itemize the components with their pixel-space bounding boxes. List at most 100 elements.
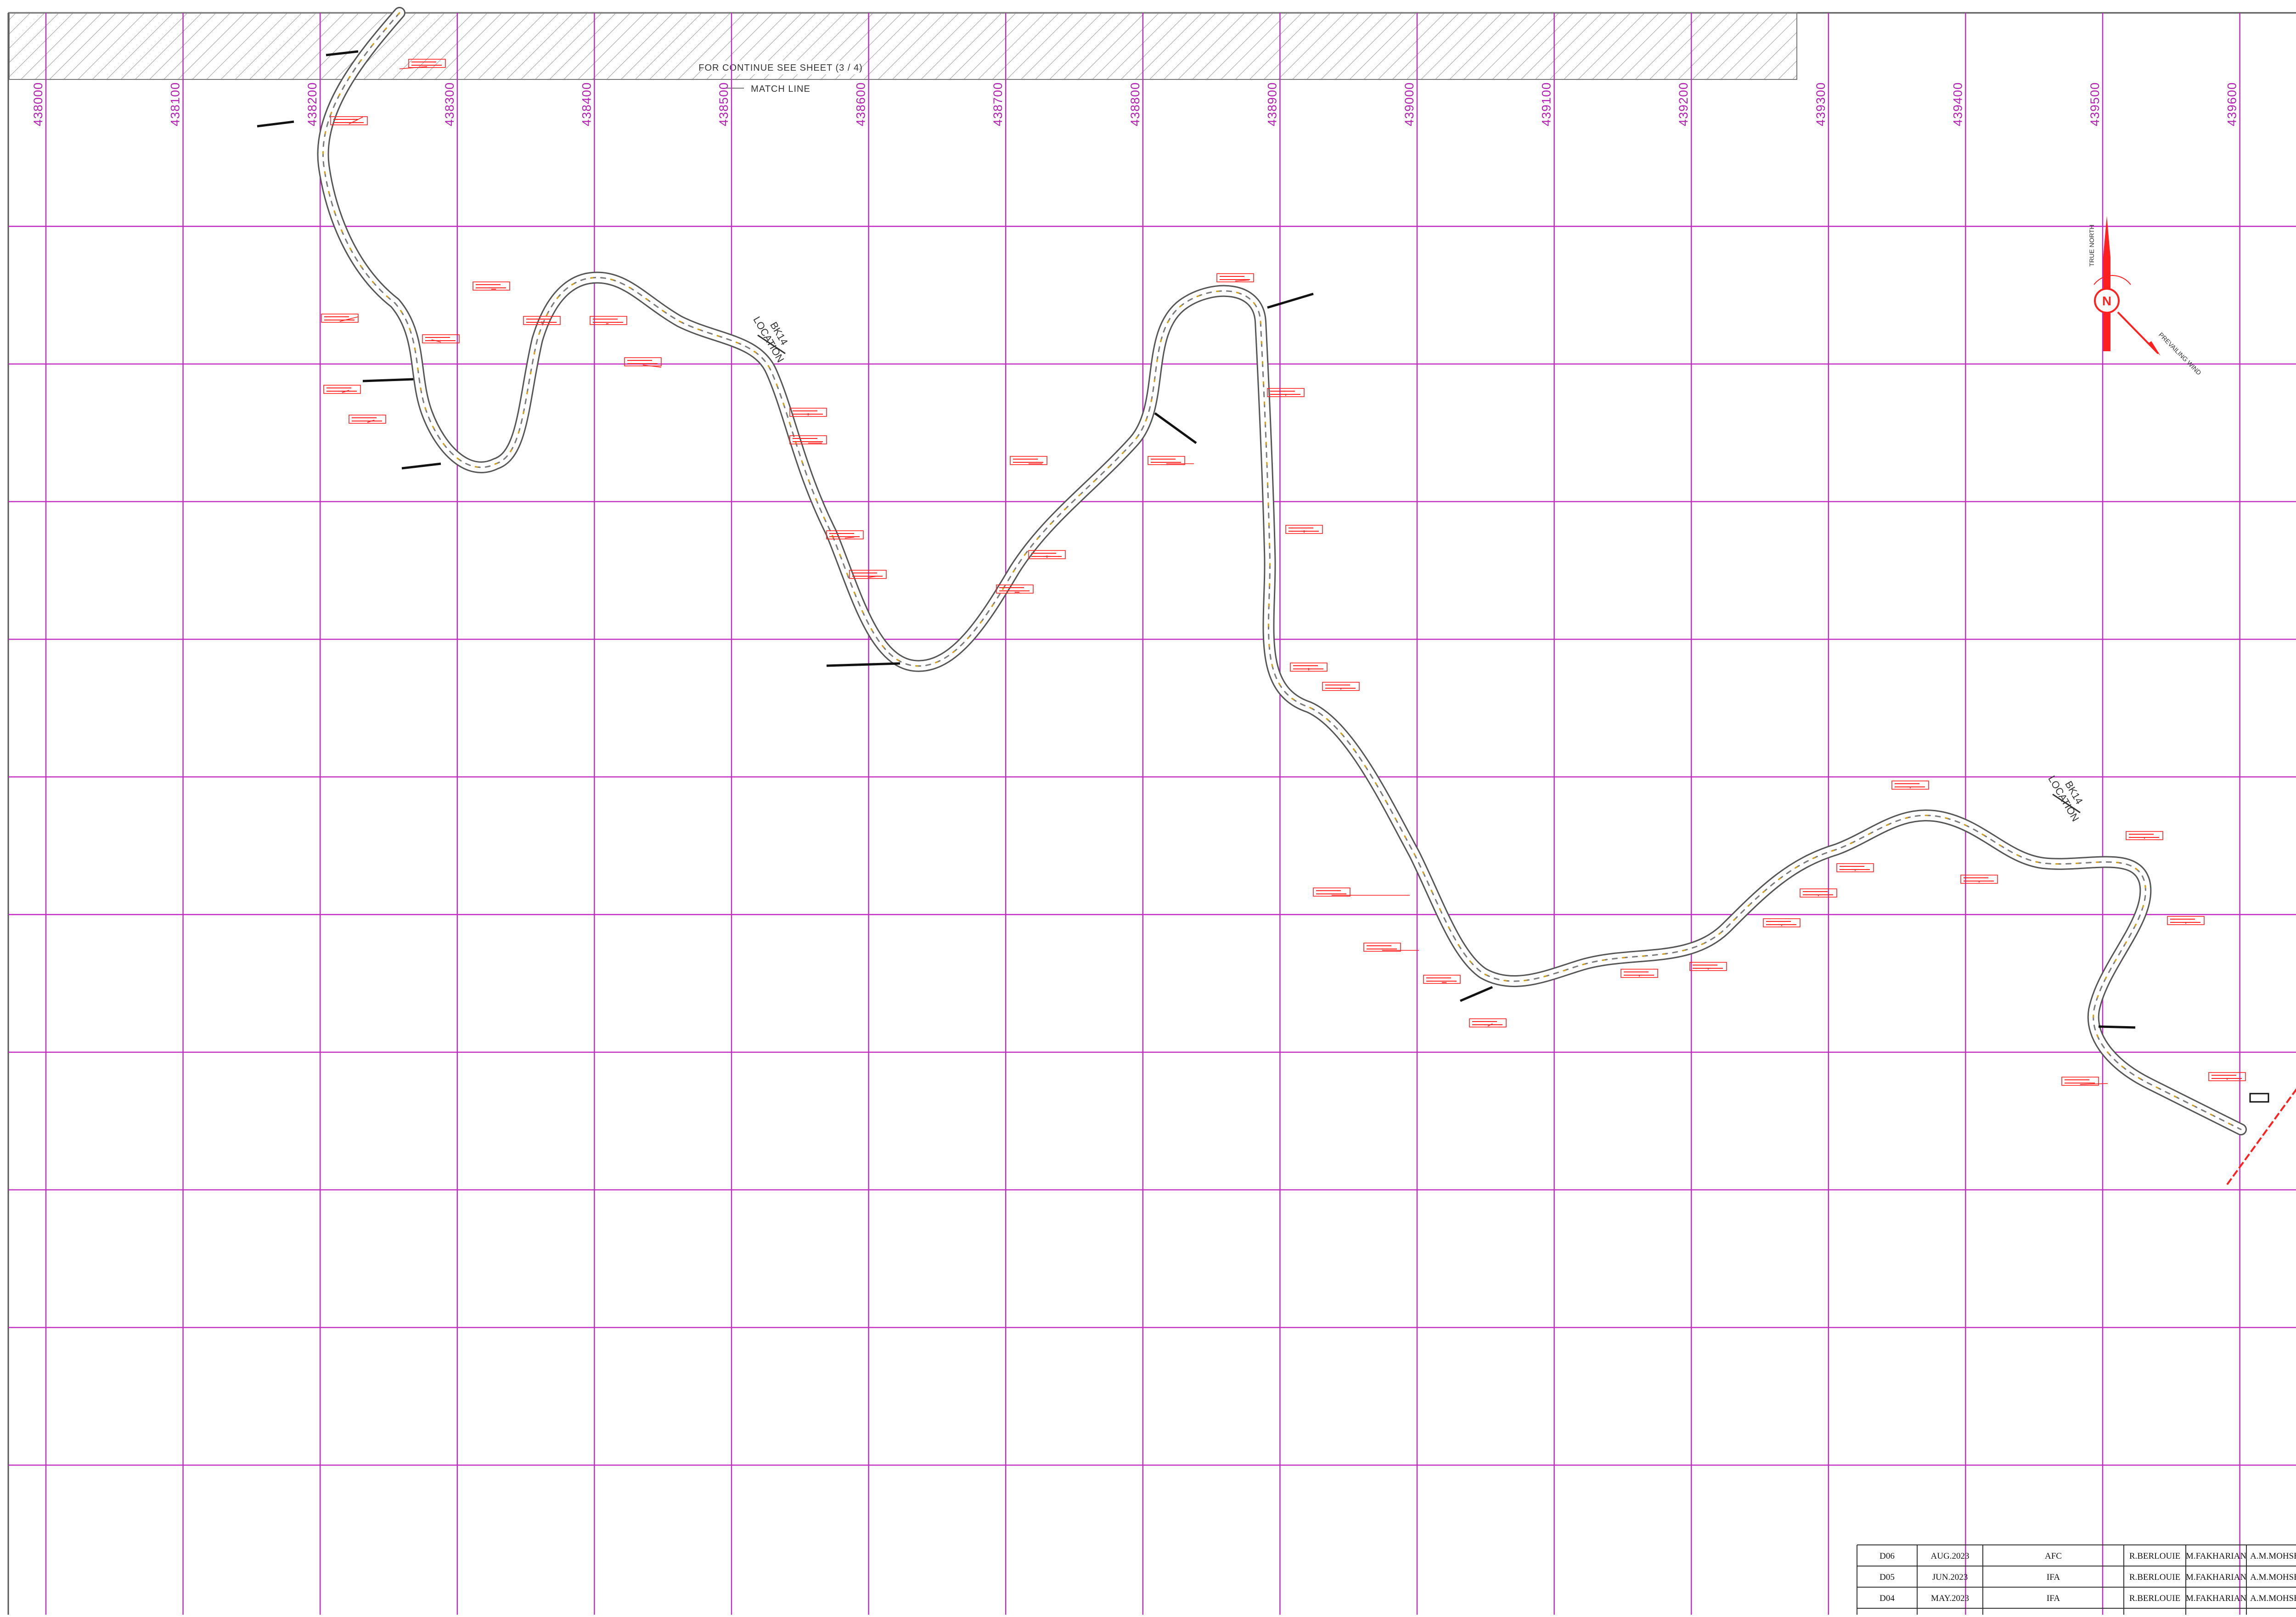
callout-box xyxy=(330,116,368,125)
revision-table: D06 AUG.2023 AFC R.BERLOUIE M.FAKHARIAN A.M.M… xyxy=(1857,1544,2296,1615)
revision-checked: M.FAKHARIAN xyxy=(2186,1572,2246,1582)
easting-labels: 438000 438100 438200 438300 438400 438500 4386… xyxy=(31,82,2239,126)
callout-box xyxy=(849,570,887,579)
callout-box xyxy=(2208,1072,2246,1081)
revision-drawn: R.BERLOUIE xyxy=(2129,1594,2180,1603)
callout-box xyxy=(1423,975,1461,984)
wind-arrow-line xyxy=(2117,311,2159,354)
callout-box xyxy=(1285,525,1323,534)
wind-arc xyxy=(2093,275,2131,285)
revision-rev: D05 xyxy=(1880,1572,1895,1582)
easting-label: 439400 xyxy=(1951,82,1964,126)
easting-label: 439500 xyxy=(2088,82,2102,126)
callout-box xyxy=(1028,550,1066,559)
callout-box xyxy=(590,316,627,325)
bk14-arrow-1 xyxy=(757,334,786,354)
bk14-location-2: BK14 LOCATION xyxy=(2046,774,2085,823)
callout-leader xyxy=(339,316,359,322)
true-north-label: TRUE NORTH xyxy=(2088,225,2095,267)
callout-box xyxy=(2126,831,2163,840)
callout-box xyxy=(826,530,864,539)
callout-box xyxy=(1363,943,1401,952)
north-arrow-shaft xyxy=(2103,216,2110,351)
pipeline-route-inner xyxy=(318,8,2245,1134)
callout-box xyxy=(1290,663,1328,672)
callout-box xyxy=(323,385,361,394)
easting-label: 439200 xyxy=(1677,82,1690,126)
callout-box xyxy=(1148,456,1185,465)
easting-label: 438300 xyxy=(443,82,456,126)
north-arrow: N TRUE NORTH PREVAILING WIND xyxy=(2088,216,2203,376)
pipeline-edge-marks xyxy=(322,12,2242,1130)
callout-box xyxy=(422,334,460,343)
callout-box xyxy=(1010,456,1047,465)
easting-label: 439000 xyxy=(1402,82,1416,126)
easting-label: 438800 xyxy=(1128,82,1142,126)
match-area-hatch xyxy=(9,12,1797,80)
wind-label: PREVAILING WIND xyxy=(2157,331,2203,376)
access-stub xyxy=(1154,412,1197,444)
callout-box xyxy=(408,59,446,68)
callout-box xyxy=(1322,682,1360,691)
access-stub xyxy=(1460,986,1493,1002)
terminal-boundary xyxy=(2226,1088,2296,1185)
terminal-block xyxy=(2249,1093,2269,1103)
revision-checked: M.FAKHARIAN xyxy=(2186,1594,2246,1603)
callout-leader xyxy=(1235,280,1249,281)
callout-box xyxy=(1960,875,1998,884)
revision-drawn: R.BERLOUIE xyxy=(2129,1551,2180,1561)
access-stub xyxy=(257,120,294,128)
revision-drawn: R.BERLOUIE xyxy=(2129,1572,2180,1582)
easting-label: 438500 xyxy=(717,82,731,126)
callout-box xyxy=(1267,388,1305,397)
easting-label: 438700 xyxy=(991,82,1005,126)
callout-box xyxy=(1800,888,1837,898)
revision-checked: M.FAKHARIAN xyxy=(2186,1551,2246,1561)
revision-status: AFC xyxy=(2045,1551,2062,1561)
callout-box xyxy=(1216,273,1254,282)
access-stub xyxy=(362,378,414,382)
callout-box xyxy=(2167,916,2205,925)
easting-label: 438200 xyxy=(305,82,319,126)
north-arrow-ring xyxy=(2094,288,2120,314)
easting-label: 438600 xyxy=(854,82,868,126)
callout-box xyxy=(789,435,827,444)
match-note: FOR CONTINUE SEE SHEET (3 / 4) xyxy=(698,63,862,73)
easting-label: 438400 xyxy=(580,82,593,126)
access-stub xyxy=(326,50,359,56)
callout-box xyxy=(2061,1077,2099,1086)
callout-box xyxy=(349,415,386,424)
callout-box xyxy=(1689,962,1727,971)
callout-box xyxy=(789,408,827,417)
pipeline-route xyxy=(317,7,2247,1135)
revision-date: MAY.2023 xyxy=(1931,1594,1969,1603)
callout-box xyxy=(1469,1018,1507,1027)
pipeline-route-outer xyxy=(317,7,2247,1135)
easting-label: 439600 xyxy=(2225,82,2239,126)
match-line-bg xyxy=(744,82,817,95)
match-line-label: MATCH LINE xyxy=(751,84,810,94)
revision-date: JUN.2023 xyxy=(1932,1572,1968,1582)
callout-box xyxy=(523,316,561,325)
revision-rev: D04 xyxy=(1880,1594,1895,1603)
north-arrow-n: N xyxy=(2102,294,2111,308)
easting-label: 438900 xyxy=(1265,82,1279,126)
easting-label: 439300 xyxy=(1814,82,1828,126)
revision-status: IFA xyxy=(2047,1572,2060,1582)
route-end-terminal xyxy=(2226,1088,2296,1185)
revision-approved: A.M.MOHSENI xyxy=(2250,1551,2296,1561)
bk14-arrow-2 xyxy=(2052,793,2081,814)
coordinate-grid xyxy=(8,13,2296,1615)
revision-approved: A.M.MOHSENI xyxy=(2250,1594,2296,1603)
callout-box xyxy=(1763,918,1801,927)
callout-box xyxy=(1891,780,1929,790)
revision-status: IFA xyxy=(2047,1594,2060,1603)
access-stub xyxy=(826,662,900,667)
callout-box xyxy=(321,314,359,323)
callout-box xyxy=(1621,969,1658,978)
easting-label: 438000 xyxy=(31,82,45,126)
callout-box xyxy=(624,357,662,366)
callout-box xyxy=(996,584,1034,594)
